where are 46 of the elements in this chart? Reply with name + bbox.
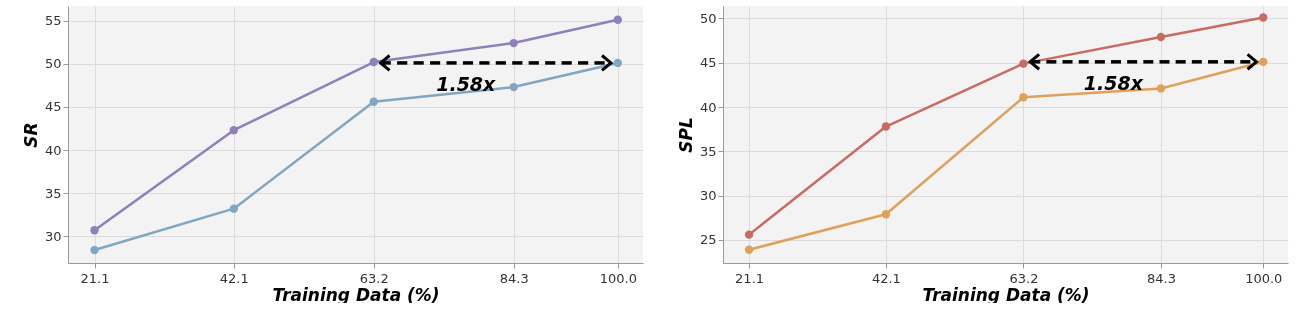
y-tick-label: 45	[44, 99, 62, 115]
y-tick-label: 30	[699, 188, 717, 204]
y-tick-label: 55	[44, 13, 62, 29]
y-tick-label: 50	[44, 56, 62, 72]
point	[369, 97, 378, 106]
y-tick-label: 45	[699, 55, 717, 71]
x-tick-label: 84.3	[499, 270, 529, 286]
point	[1259, 13, 1268, 22]
x-tick-label: 42.1	[219, 270, 249, 286]
x-tick-label: 63.2	[1009, 270, 1039, 286]
y-tick-label: 30	[44, 228, 62, 244]
y-tick-label: 50	[699, 10, 717, 26]
point	[1019, 93, 1028, 102]
y-tick-label: 40	[44, 142, 62, 158]
point	[90, 226, 99, 235]
point	[881, 210, 891, 219]
point	[1019, 59, 1028, 68]
y-tick-label: 40	[699, 99, 717, 115]
point	[744, 245, 754, 254]
point	[613, 58, 622, 68]
point	[229, 204, 238, 213]
x-tick-label: 84.3	[1146, 270, 1176, 286]
point	[369, 57, 378, 67]
point	[881, 122, 891, 131]
y-axis-title: SPL	[675, 117, 696, 153]
y-tick-label: 35	[44, 185, 62, 201]
x-tick-label: 63.2	[359, 270, 389, 286]
point	[613, 15, 622, 24]
annotation: 1.58x	[1083, 71, 1144, 94]
x-tick-label: 100.0	[1245, 270, 1283, 286]
point	[509, 82, 518, 92]
point	[229, 126, 238, 135]
point	[1156, 84, 1166, 93]
point	[90, 245, 99, 255]
point	[744, 230, 754, 239]
point	[1156, 32, 1166, 42]
annotation: 1.58x	[436, 72, 497, 95]
y-tick-label: 25	[699, 232, 717, 248]
x-tick-label: 42.1	[871, 270, 901, 286]
x-tick-label: 100.0	[599, 270, 637, 286]
point	[1259, 57, 1268, 67]
y-axis-title: SR	[20, 122, 41, 148]
x-tick-label: 21.1	[80, 270, 110, 286]
point	[509, 38, 518, 48]
y-tick-label: 35	[699, 143, 717, 159]
x-tick-label: 21.1	[735, 270, 765, 286]
